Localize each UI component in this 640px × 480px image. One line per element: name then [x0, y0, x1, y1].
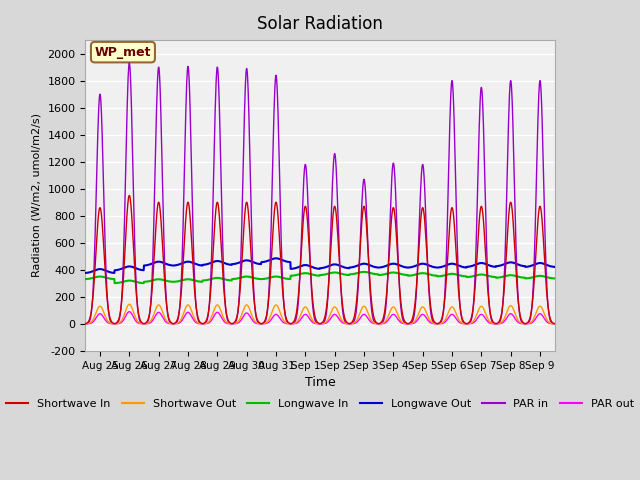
Legend: Shortwave In, Shortwave Out, Longwave In, Longwave Out, PAR in, PAR out: Shortwave In, Shortwave Out, Longwave In… [2, 395, 638, 414]
Title: Solar Radiation: Solar Radiation [257, 15, 383, 33]
Text: WP_met: WP_met [95, 46, 151, 59]
Y-axis label: Radiation (W/m2, umol/m2/s): Radiation (W/m2, umol/m2/s) [32, 113, 42, 277]
X-axis label: Time: Time [305, 376, 335, 389]
